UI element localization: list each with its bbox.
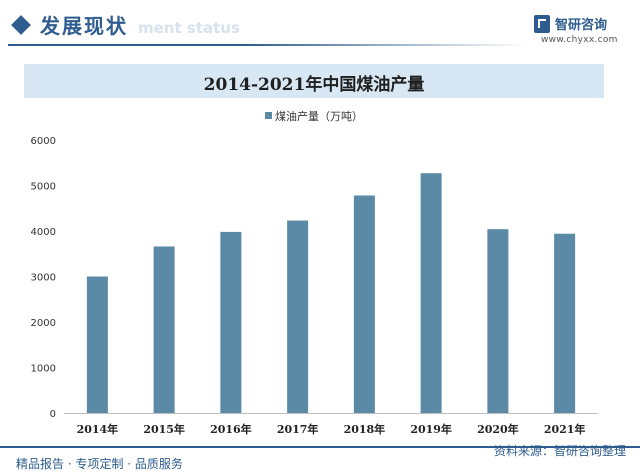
page-header: 发展现状 ment status 智研咨询 www.chyxx.com: [0, 0, 640, 58]
source-note: 资料来源：智研咨询整理: [493, 444, 626, 458]
x-tick-label: 2019年: [410, 422, 452, 436]
bar: [353, 195, 375, 413]
bar: [554, 233, 576, 413]
bar: [420, 173, 442, 413]
section-title: 发展现状: [40, 14, 128, 38]
logo-url: www.chyxx.com: [541, 35, 618, 45]
x-tick-label: 2017年: [277, 422, 319, 436]
brand-logo: 智研咨询 www.chyxx.com: [534, 14, 634, 48]
bar: [220, 231, 242, 413]
x-tick-label: 2020年: [477, 422, 519, 436]
y-tick-label: 6000: [31, 136, 56, 147]
y-tick-label: 5000: [31, 182, 56, 193]
x-tick-label: 2016年: [210, 422, 252, 436]
y-tick-label: 3000: [31, 273, 56, 284]
chart-title-band: 2014-2021年中国煤油产量: [24, 64, 604, 98]
x-tick-label: 2021年: [544, 422, 586, 436]
legend-label: 煤油产量（万吨）: [275, 109, 363, 123]
y-tick-label: 1000: [31, 364, 56, 375]
logo-name: 智研咨询: [555, 18, 608, 33]
header-divider: [8, 44, 528, 46]
x-tick-label: 2014年: [77, 422, 119, 436]
footer-tagline: 精品报告 · 专项定制 · 品质服务: [16, 457, 183, 471]
chyxx-logo-icon: [534, 15, 550, 33]
section-subtitle-ghost: ment status: [138, 19, 240, 37]
x-tick-label: 2018年: [344, 422, 386, 436]
legend-swatch: [265, 112, 272, 119]
footer-divider: [0, 446, 640, 448]
bar: [287, 220, 309, 413]
bar: [487, 229, 509, 413]
chart-title: 2014-2021年中国煤油产量: [203, 75, 425, 95]
page-footer: 精品报告 · 专项定制 · 品质服务 资料来源：智研咨询整理: [0, 444, 640, 475]
y-tick-label: 4000: [31, 227, 56, 238]
y-tick-label: 0: [50, 409, 56, 420]
y-tick-label: 2000: [31, 318, 56, 329]
x-tick-label: 2015年: [143, 422, 185, 436]
bar: [86, 276, 108, 413]
bar: [153, 246, 175, 413]
